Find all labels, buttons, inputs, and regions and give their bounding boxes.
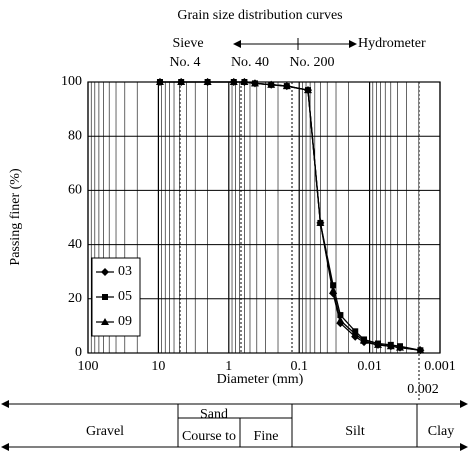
annotation: Hydrometer bbox=[358, 36, 426, 51]
marker bbox=[329, 286, 338, 294]
annotation: No. 40 bbox=[231, 55, 269, 70]
marker bbox=[395, 343, 404, 351]
series-line bbox=[159, 81, 421, 351]
marker bbox=[386, 342, 395, 350]
legend-label: 09 bbox=[118, 314, 132, 329]
chart-title: Grain size distribution curves bbox=[177, 8, 342, 23]
series-line bbox=[159, 81, 421, 351]
x-tick-label: 10 bbox=[151, 359, 165, 374]
x-tick-label: 0.01 bbox=[357, 359, 382, 374]
y-tick-label: 80 bbox=[68, 128, 82, 143]
x-tick-label: 0.1 bbox=[290, 359, 308, 374]
series-line bbox=[159, 81, 421, 351]
marker bbox=[282, 82, 291, 90]
annotation: Sieve bbox=[172, 36, 203, 51]
marker bbox=[316, 218, 325, 226]
annotation: No. 200 bbox=[289, 55, 334, 70]
class-label: Gravel bbox=[86, 424, 124, 439]
y-tick-label: 100 bbox=[61, 74, 82, 89]
annotation: 0.002 bbox=[407, 382, 439, 397]
marker bbox=[102, 294, 108, 300]
marker bbox=[177, 78, 186, 85]
marker bbox=[101, 318, 109, 325]
annotation: No. 4 bbox=[169, 55, 200, 70]
x-tick-label: 100 bbox=[78, 359, 99, 374]
class-label: Clay bbox=[428, 424, 454, 439]
marker bbox=[360, 336, 369, 344]
y-tick-label: 0 bbox=[75, 345, 82, 360]
x-tick-label: 1 bbox=[225, 359, 232, 374]
marker bbox=[203, 78, 212, 85]
y-tick-label: 20 bbox=[68, 291, 82, 306]
class-label: Fine bbox=[254, 429, 279, 444]
marker bbox=[155, 78, 164, 85]
marker bbox=[337, 312, 344, 319]
y-tick-label: 40 bbox=[68, 237, 82, 252]
plot-frame bbox=[87, 81, 441, 354]
marker bbox=[240, 78, 249, 85]
marker bbox=[351, 330, 360, 338]
y-axis-label: Passing finer (%) bbox=[8, 168, 23, 266]
legend-label: 03 bbox=[118, 264, 132, 279]
marker bbox=[303, 86, 312, 94]
marker bbox=[229, 78, 238, 85]
marker bbox=[267, 80, 276, 88]
marker bbox=[336, 316, 345, 324]
x-tick-label: 0.001 bbox=[424, 359, 456, 374]
marker bbox=[250, 79, 259, 87]
y-tick-label: 60 bbox=[68, 183, 82, 198]
marker bbox=[416, 346, 425, 354]
x-axis-label: Diameter (mm) bbox=[217, 372, 304, 387]
class-label: Course to bbox=[182, 429, 236, 444]
class-label: Sand bbox=[200, 407, 228, 422]
marker bbox=[101, 268, 109, 276]
marker bbox=[330, 282, 337, 289]
class-label: Silt bbox=[345, 424, 365, 439]
legend-label: 05 bbox=[118, 289, 132, 304]
marker bbox=[373, 340, 382, 348]
